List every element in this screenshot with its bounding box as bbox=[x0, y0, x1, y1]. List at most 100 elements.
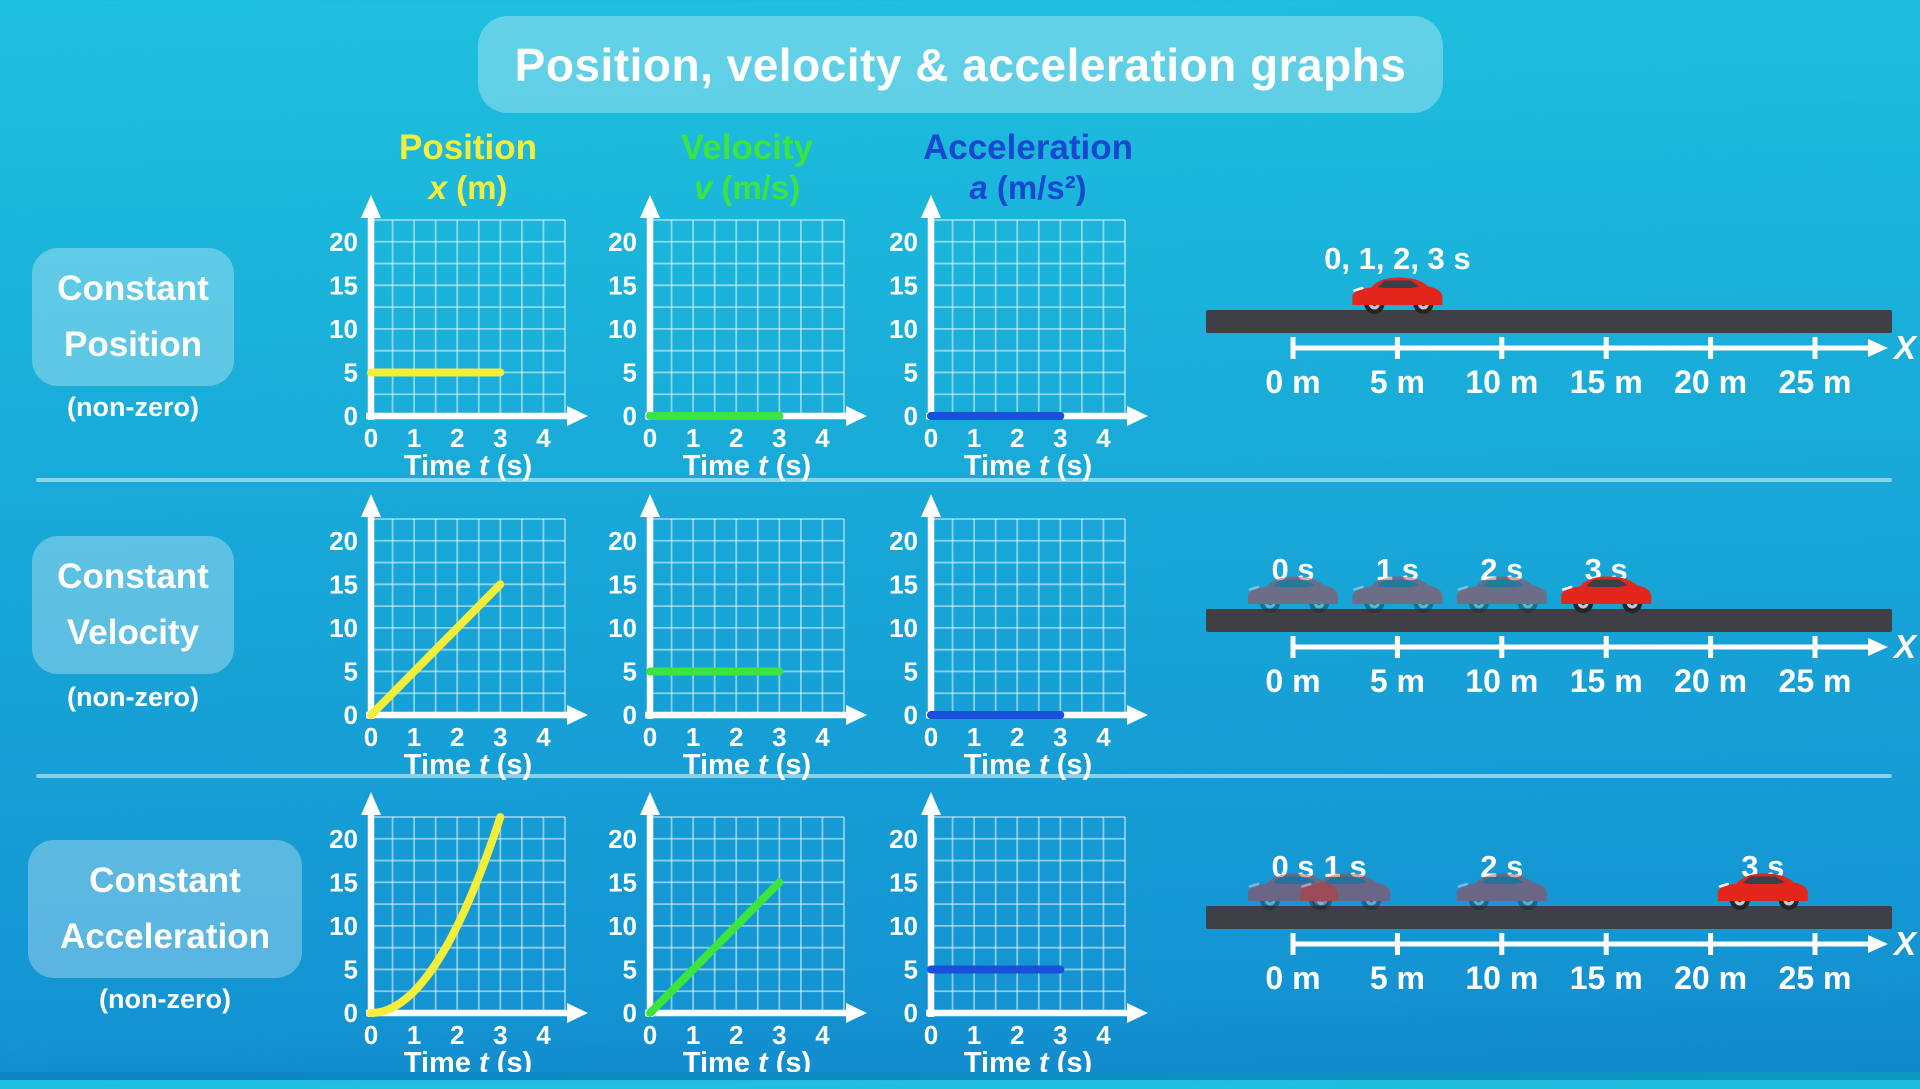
svg-text:0: 0 bbox=[623, 998, 637, 1028]
svg-text:3: 3 bbox=[1053, 1020, 1067, 1050]
svg-text:3: 3 bbox=[772, 722, 786, 752]
metre-labels: 0 m 5 m 10 m 15 m 20 m 25 m bbox=[1265, 663, 1851, 699]
svg-text:0: 0 bbox=[643, 423, 657, 453]
svg-text:2: 2 bbox=[450, 1020, 464, 1050]
svg-text:15 m: 15 m bbox=[1570, 364, 1643, 400]
car bbox=[1561, 576, 1652, 613]
svg-text:2: 2 bbox=[729, 423, 743, 453]
svg-text:0: 0 bbox=[924, 423, 938, 453]
svg-text:0: 0 bbox=[904, 401, 918, 431]
svg-text:1: 1 bbox=[407, 1020, 421, 1050]
x-axis-label: X bbox=[1892, 628, 1918, 665]
svg-text:5: 5 bbox=[344, 954, 358, 984]
svg-text:15: 15 bbox=[889, 867, 918, 897]
svg-text:10 m: 10 m bbox=[1465, 364, 1538, 400]
svg-text:0: 0 bbox=[364, 722, 378, 752]
car-windows bbox=[1481, 876, 1524, 884]
column-header-acceleration: Acceleration a (m/s²) bbox=[878, 128, 1178, 208]
graph-position-constant-position: 0 5 10 15 20 0 1 2 3 4 Time t (s) bbox=[309, 192, 589, 492]
graph-acceleration-constant-velocity: 0 5 10 15 20 0 1 2 3 4 Time t (s) bbox=[869, 491, 1149, 791]
svg-text:10: 10 bbox=[329, 613, 358, 643]
graph-grid bbox=[649, 816, 845, 1014]
svg-text:1 s: 1 s bbox=[1324, 849, 1367, 884]
svg-text:1: 1 bbox=[407, 722, 421, 752]
column-title-acceleration: Acceleration bbox=[922, 128, 1134, 167]
graph-velocity-constant-velocity: 0 5 10 15 20 0 1 2 3 4 Time t (s) bbox=[588, 491, 868, 791]
metre-labels: 0 m 5 m 10 m 15 m 20 m 25 m bbox=[1265, 960, 1851, 996]
svg-text:0 s: 0 s bbox=[1271, 849, 1314, 884]
svg-text:5: 5 bbox=[344, 357, 358, 387]
svg-text:10: 10 bbox=[889, 613, 918, 643]
headlight bbox=[1561, 585, 1573, 591]
svg-text:3: 3 bbox=[772, 423, 786, 453]
column-symbol-acceleration: a (m/s²) bbox=[969, 169, 1087, 206]
svg-text:10: 10 bbox=[329, 314, 358, 344]
row-label-constant-position: Constant Position bbox=[32, 248, 234, 386]
svg-text:15: 15 bbox=[329, 270, 358, 300]
row-note-constant-position: (non-zero) bbox=[67, 392, 199, 422]
svg-text:4: 4 bbox=[536, 1020, 551, 1050]
svg-text:10: 10 bbox=[608, 314, 637, 344]
car-body bbox=[1561, 576, 1652, 604]
car-windows bbox=[1481, 579, 1524, 587]
car-body bbox=[1248, 873, 1338, 901]
graph-grid bbox=[930, 518, 1126, 716]
svg-text:1 s: 1 s bbox=[1376, 552, 1419, 587]
headlight bbox=[1248, 882, 1260, 888]
metre-labels: 0 m 5 m 10 m 15 m 20 m 25 m bbox=[1265, 364, 1851, 400]
graph-grid bbox=[930, 816, 1126, 1014]
position-line bbox=[367, 580, 505, 719]
graph-axes bbox=[361, 494, 588, 725]
road bbox=[1206, 906, 1892, 929]
svg-text:20 m: 20 m bbox=[1674, 663, 1747, 699]
graph-acceleration-constant-position: 0 5 10 15 20 0 1 2 3 4 Time t (s) bbox=[869, 192, 1149, 492]
svg-text:10 m: 10 m bbox=[1465, 663, 1538, 699]
svg-text:2: 2 bbox=[450, 722, 464, 752]
y-tick-labels: 0 5 10 15 20 bbox=[608, 526, 637, 730]
svg-text:2: 2 bbox=[1010, 722, 1024, 752]
graph-axes bbox=[921, 195, 1148, 426]
car-windows bbox=[1273, 876, 1315, 884]
svg-text:10: 10 bbox=[608, 613, 637, 643]
car-windows bbox=[1325, 876, 1368, 884]
svg-text:1: 1 bbox=[967, 1020, 981, 1050]
svg-text:0: 0 bbox=[623, 700, 637, 730]
svg-text:4: 4 bbox=[815, 423, 830, 453]
headlight bbox=[1457, 585, 1469, 591]
y-tick-labels: 0 5 10 15 20 bbox=[889, 526, 918, 730]
title-banner: Position, velocity & acceleration graphs bbox=[478, 16, 1443, 113]
svg-text:20: 20 bbox=[889, 526, 918, 556]
position-ruler bbox=[1290, 337, 1888, 359]
car-body bbox=[1300, 873, 1391, 901]
car-body bbox=[1248, 576, 1338, 604]
graph-grid bbox=[370, 816, 566, 1014]
svg-text:5: 5 bbox=[904, 656, 918, 686]
svg-text:0: 0 bbox=[364, 423, 378, 453]
svg-text:5: 5 bbox=[623, 357, 637, 387]
graph-axes bbox=[361, 195, 588, 426]
time-axis-caption: Time t (s) bbox=[964, 450, 1092, 482]
time-axis-caption: Time t (s) bbox=[683, 749, 811, 781]
car-body bbox=[1352, 576, 1443, 604]
svg-text:0: 0 bbox=[924, 722, 938, 752]
graph-position-constant-velocity: 0 5 10 15 20 0 1 2 3 4 Time t (s) bbox=[309, 491, 589, 791]
svg-text:2: 2 bbox=[1010, 1020, 1024, 1050]
svg-text:5 m: 5 m bbox=[1370, 364, 1425, 400]
svg-text:15 m: 15 m bbox=[1570, 960, 1643, 996]
svg-text:4: 4 bbox=[536, 722, 551, 752]
headlight bbox=[1248, 585, 1260, 591]
graph-grid bbox=[930, 219, 1126, 417]
